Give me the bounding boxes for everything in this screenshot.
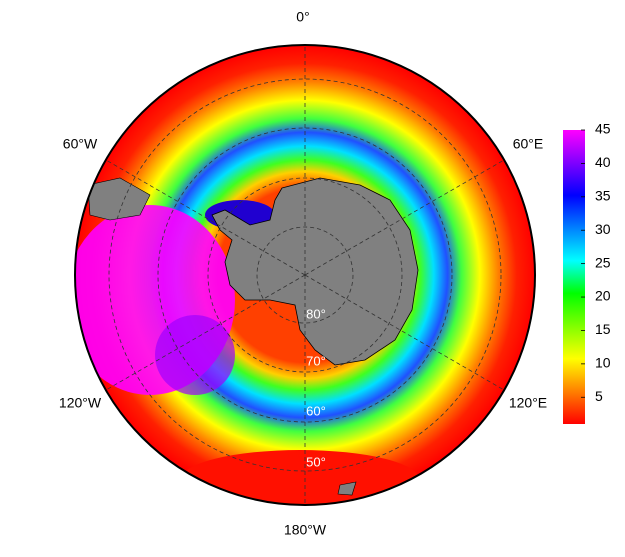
graticule xyxy=(105,45,505,505)
colorbar-tick-label: 25 xyxy=(595,254,611,270)
longitude-label: 60°W xyxy=(63,136,98,152)
antarctica xyxy=(211,177,419,366)
latitude-label: 50° xyxy=(306,454,326,469)
colorbar-tick-label: 40 xyxy=(595,154,611,170)
south-america xyxy=(87,177,151,221)
colorbar-tick-label: 15 xyxy=(595,321,611,337)
latitude-label: 60° xyxy=(306,403,326,418)
colorbar-tick-label: 10 xyxy=(595,355,611,371)
colorbar xyxy=(563,130,585,424)
longitude-label: 60°E xyxy=(513,136,544,152)
colorbar-tick-label: 45 xyxy=(595,121,611,137)
colorbar-tick-label: 35 xyxy=(595,188,611,204)
map-border xyxy=(74,44,536,506)
longitude-label: 120°E xyxy=(509,395,547,411)
colorbar-tick-label: 20 xyxy=(595,288,611,304)
colorbar-tick-label: 30 xyxy=(595,221,611,237)
latitude-label: 70° xyxy=(306,353,326,368)
longitude-label: 120°W xyxy=(59,395,102,411)
longitude-label: 180°W xyxy=(284,522,327,538)
latitude-label: 80° xyxy=(306,306,326,321)
longitude-label: 0° xyxy=(296,9,309,25)
colorbar-tick-label: 5 xyxy=(595,388,603,404)
high-patch xyxy=(155,315,235,395)
new-zealand xyxy=(337,481,357,496)
low-patch xyxy=(180,450,420,505)
